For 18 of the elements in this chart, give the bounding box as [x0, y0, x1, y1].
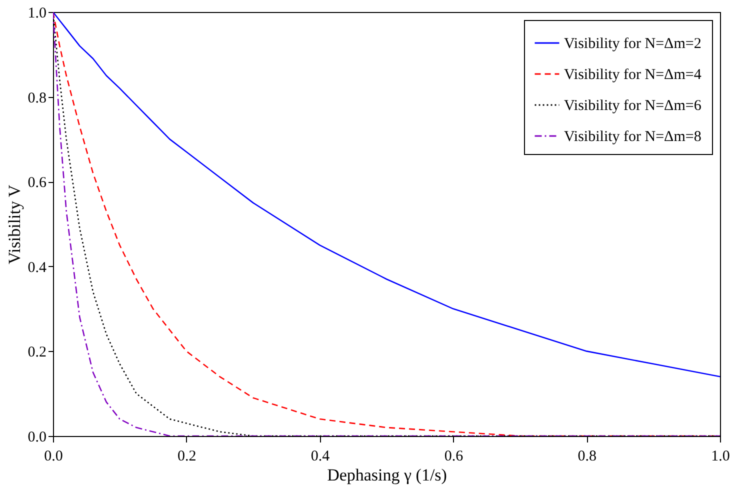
legend-label: Visibility for N=Δm=6 [564, 98, 702, 114]
y-tick-label: 0.4 [28, 260, 47, 276]
x-tick-label: 0.8 [578, 448, 596, 464]
x-axis-title: Dephasing γ (1/s) [327, 466, 447, 484]
legend-label: Visibility for N=Δm=4 [564, 67, 702, 83]
y-tick-label: 0.8 [28, 90, 46, 106]
legend-label: Visibility for N=Δm=2 [564, 36, 702, 52]
x-tick-label: 0.0 [44, 448, 63, 464]
legend-label: Visibility for N=Δm=8 [564, 129, 702, 145]
y-tick-label: 0.0 [28, 430, 46, 446]
y-tick-label: 1.0 [28, 6, 46, 22]
y-tick-label: 0.2 [28, 344, 46, 361]
x-tick-label: 1.0 [711, 448, 730, 464]
y-axis-title: Visibility V [4, 184, 24, 264]
x-tick-label: 0.4 [310, 448, 330, 464]
x-tick-label: 0.2 [178, 448, 196, 464]
x-tick-label: 0.6 [444, 448, 464, 464]
y-tick-label: 0.6 [28, 175, 47, 192]
